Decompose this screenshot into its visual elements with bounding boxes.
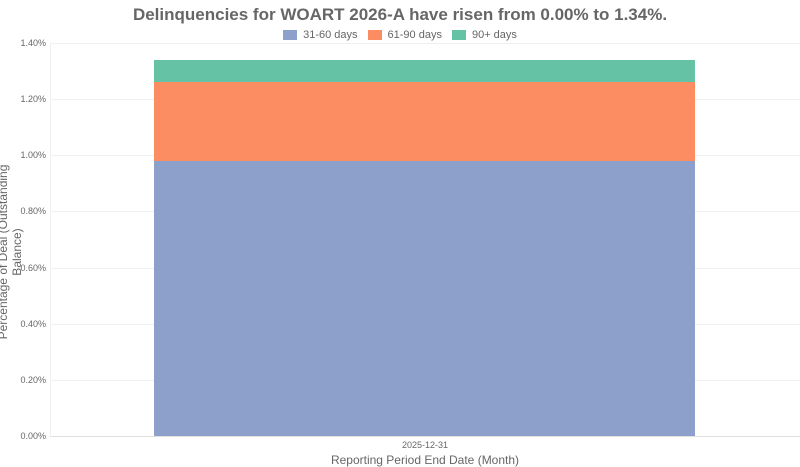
y-tick-label: 1.00% — [20, 150, 46, 161]
y-tick-label: 0.80% — [20, 206, 46, 217]
legend-swatch — [283, 30, 298, 40]
y-tick-label: 0.00% — [20, 431, 46, 441]
x-axis-line — [50, 436, 800, 437]
legend-label: 90+ days — [471, 29, 517, 41]
legend: 31-60 days 61-90 days 90+ days — [0, 29, 800, 41]
chart-title: Delinquencies for WOART 2026-A have rise… — [132, 5, 668, 24]
x-axis-label: Reporting Period End Date (Month) — [330, 453, 520, 467]
y-axis-line — [50, 43, 51, 436]
legend-label: 31-60 days — [303, 29, 358, 41]
y-tick-label: 0.20% — [20, 374, 46, 385]
plot-area — [50, 43, 800, 436]
legend-item-31-60[interactable]: 31-60 days — [283, 29, 358, 41]
y-tick-label: 1.20% — [20, 94, 46, 105]
y-axis-label: Percentage of Deal (Outstanding Balance) — [0, 164, 24, 340]
legend-label: 61-90 days — [387, 29, 442, 41]
gridline — [50, 43, 800, 44]
legend-swatch — [451, 30, 466, 40]
bar-segment[interactable] — [154, 59, 695, 83]
bar-segment[interactable] — [154, 82, 695, 161]
legend-item-61-90[interactable]: 61-90 days — [367, 29, 442, 41]
x-tick-label: 2025-12-31 — [401, 440, 449, 450]
legend-swatch — [367, 30, 382, 40]
y-tick-label: 0.60% — [20, 262, 46, 273]
y-tick-label: 1.40% — [20, 38, 46, 48]
y-tick-label: 0.40% — [20, 318, 46, 329]
bar-segment[interactable] — [154, 160, 695, 436]
legend-item-90-plus[interactable]: 90+ days — [451, 29, 517, 41]
